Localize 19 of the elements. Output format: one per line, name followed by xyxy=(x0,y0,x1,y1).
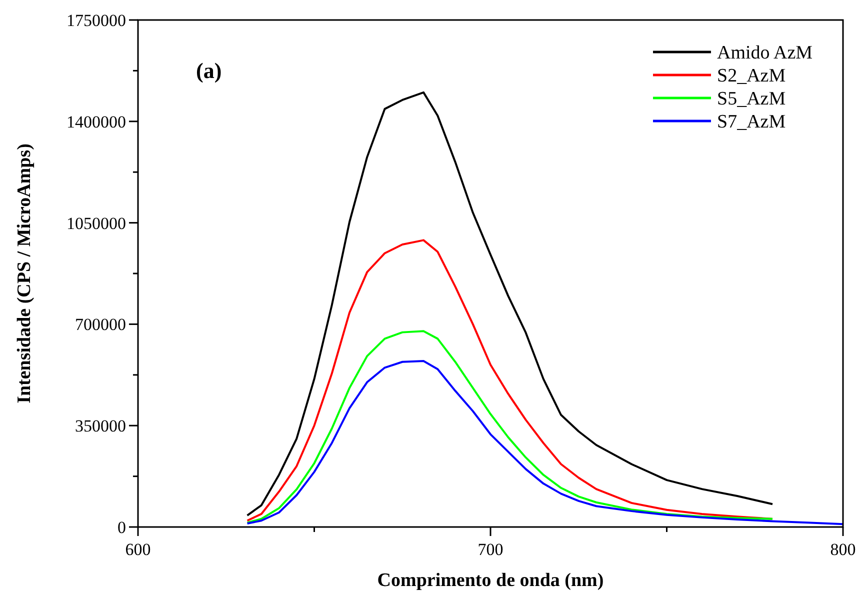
x-tick-label: 600 xyxy=(125,540,151,559)
y-tick-label: 350000 xyxy=(75,416,126,436)
y-tick-label: 1400000 xyxy=(66,112,126,132)
legend-label: S7_AzM xyxy=(717,112,786,133)
annotation: (a) xyxy=(196,58,222,83)
line-series xyxy=(246,330,774,524)
y-axis-title: Intensidade (CPS / MicroAmps) xyxy=(14,144,35,404)
legend-label: Amido AzM xyxy=(717,42,813,64)
legend-label: S2_AzM xyxy=(717,66,786,87)
y-tick-label: 0 xyxy=(118,518,126,537)
legend-label: S5_AzM xyxy=(717,88,786,110)
line-series xyxy=(246,360,844,526)
x-tick-label: 800 xyxy=(830,540,856,559)
x-axis-title: Comprimento de onda (nm) xyxy=(377,570,604,591)
y-tick-label: 700000 xyxy=(75,315,126,334)
line-series xyxy=(246,239,774,522)
x-tick-label: 700 xyxy=(478,540,504,559)
y-tick-label: 1050000 xyxy=(66,214,126,233)
y-tick-label: 1750000 xyxy=(66,10,126,30)
